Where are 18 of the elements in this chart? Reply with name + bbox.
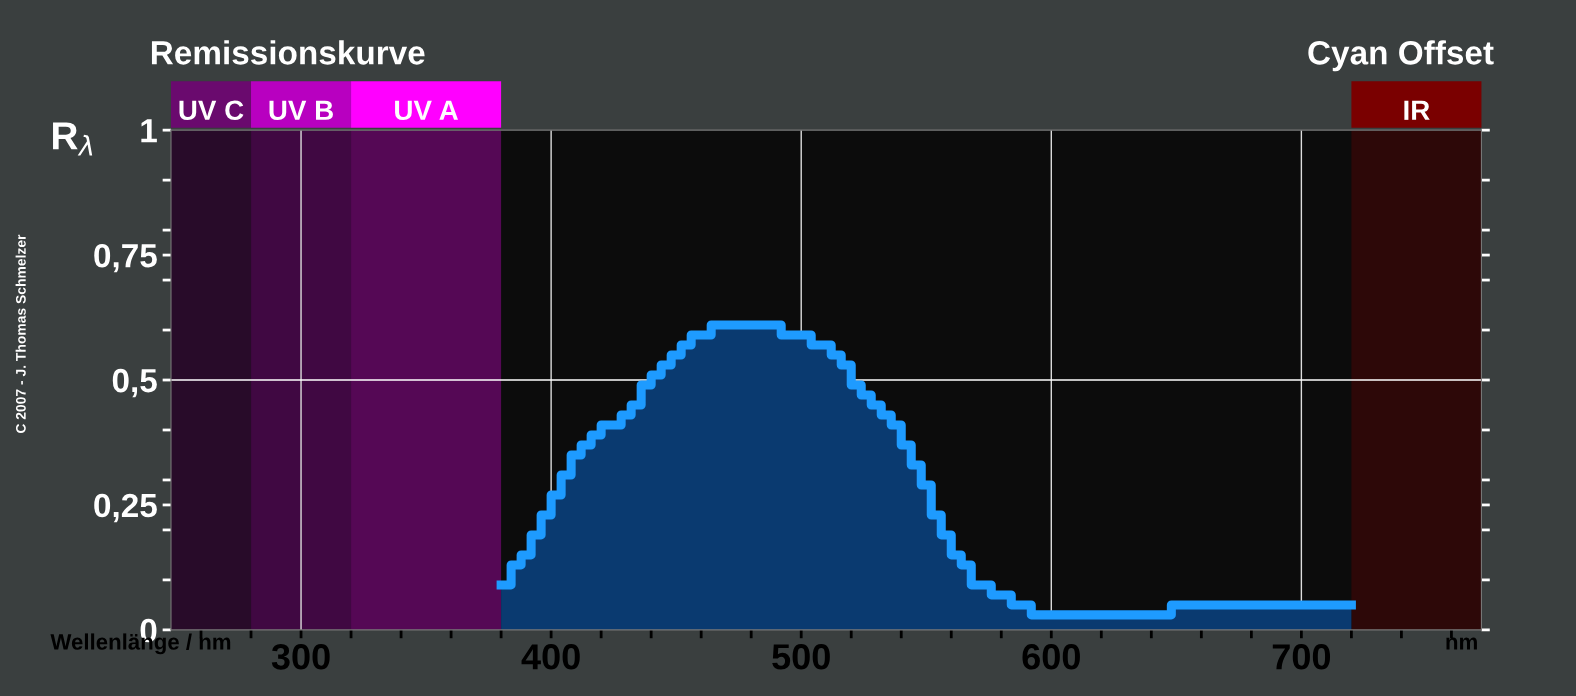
y-tick-label: 0,25	[94, 493, 157, 523]
text: C 2007 - J. Thomas Schmelzer	[15, 234, 26, 434]
x-tick-label: 400	[521, 644, 580, 670]
text: nm	[1446, 637, 1477, 650]
y-axis-title: R$_{λ}$	[53, 122, 93, 156]
chart-subtitle: Cyan Offset	[1308, 40, 1494, 72]
x-tick-label: 600	[1022, 644, 1080, 670]
x-tick-label: 300	[271, 644, 330, 670]
y-tick-label: 0,75	[94, 243, 157, 273]
y-tick-label: 1	[141, 119, 157, 143]
x-tick-label: 700	[1272, 644, 1331, 670]
band-label: IR	[1404, 100, 1430, 120]
band-label: UV B	[269, 100, 333, 121]
band-label: UV A	[395, 100, 459, 121]
x-tick-label: 500	[772, 644, 830, 670]
y-tick-label: 0,5	[112, 368, 157, 398]
chart-title: Remissionskurve	[151, 40, 425, 65]
band-label: UV C	[179, 100, 244, 121]
